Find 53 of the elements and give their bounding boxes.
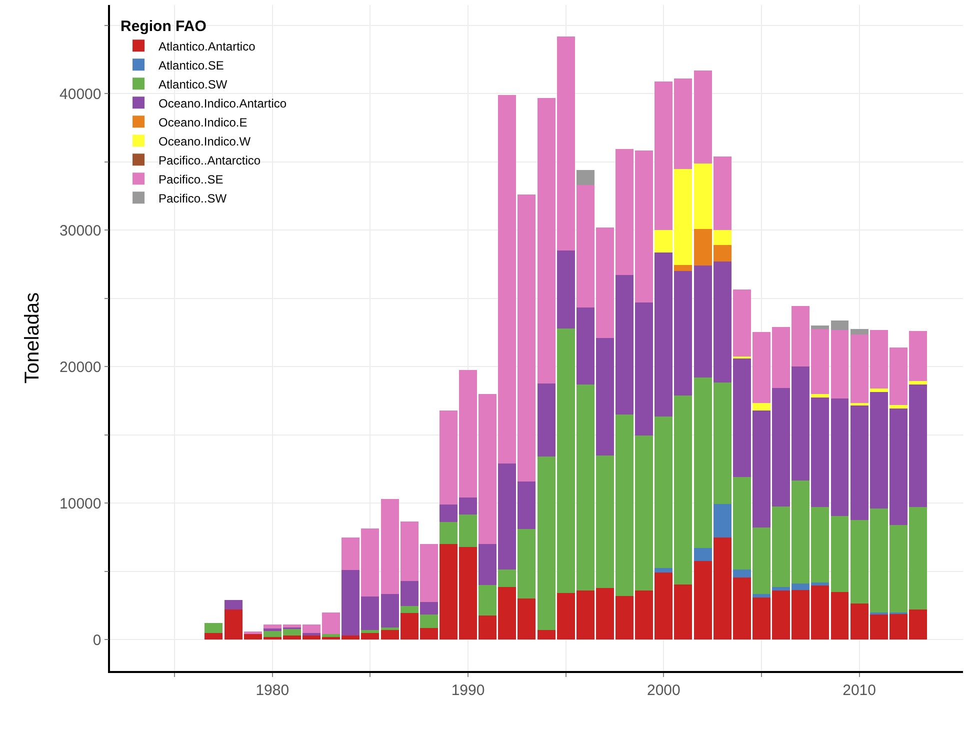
bar bbox=[732, 569, 751, 578]
bar bbox=[302, 632, 321, 636]
bar bbox=[204, 623, 223, 633]
bar bbox=[420, 614, 438, 628]
bar bbox=[694, 163, 712, 229]
bar bbox=[694, 548, 712, 562]
bar bbox=[830, 320, 849, 330]
bar bbox=[713, 504, 732, 538]
bar bbox=[674, 264, 692, 272]
x-tick-label: 1980 bbox=[256, 682, 290, 699]
legend-title: Region FAO bbox=[120, 18, 207, 36]
bar bbox=[850, 402, 868, 406]
bar bbox=[361, 630, 380, 633]
bar bbox=[224, 600, 242, 610]
bar bbox=[752, 402, 770, 410]
bar bbox=[204, 632, 223, 640]
bar bbox=[380, 627, 399, 630]
bar bbox=[537, 384, 556, 457]
bar bbox=[830, 398, 849, 516]
x-tick-label: 1990 bbox=[451, 682, 485, 699]
bar bbox=[322, 634, 340, 637]
y-tick-label: 0 bbox=[92, 632, 102, 649]
legend-label: Atlantico.SW bbox=[158, 77, 228, 92]
bar bbox=[654, 568, 673, 573]
legend-label: Oceano.Indico.Antartico bbox=[158, 96, 287, 110]
bar bbox=[850, 329, 868, 335]
y-tick-label: 20000 bbox=[60, 358, 102, 376]
bar bbox=[713, 230, 732, 246]
bar bbox=[830, 516, 849, 592]
y-tick-label: 10000 bbox=[60, 495, 102, 512]
bar bbox=[909, 380, 927, 384]
legend-label: Oceano.Indico.E bbox=[158, 115, 248, 130]
legend-label: Atlantico.Antartico bbox=[158, 39, 256, 54]
bar bbox=[811, 326, 830, 330]
legend-label: Pacifico..SE bbox=[158, 172, 224, 186]
bar bbox=[244, 631, 262, 634]
legend-label: Pacifico..SW bbox=[158, 191, 228, 206]
legend-label: Oceano.Indico.W bbox=[158, 134, 252, 148]
y-axis-title: Toneladas bbox=[22, 292, 44, 384]
bar bbox=[752, 594, 770, 598]
bar bbox=[576, 170, 594, 186]
bar bbox=[870, 388, 888, 392]
legend-label: Atlantico.SE bbox=[158, 58, 224, 72]
bar bbox=[400, 606, 418, 613]
y-tick-label: 40000 bbox=[60, 86, 102, 103]
legend-label: Pacifico..Antarctico bbox=[158, 153, 261, 168]
x-tick-label: 2010 bbox=[842, 682, 876, 699]
bar bbox=[830, 592, 849, 640]
bar bbox=[811, 394, 830, 398]
y-tick-label: 30000 bbox=[60, 222, 102, 240]
x-tick-label: 2000 bbox=[646, 682, 680, 699]
bar bbox=[889, 404, 908, 408]
bar bbox=[830, 330, 849, 399]
